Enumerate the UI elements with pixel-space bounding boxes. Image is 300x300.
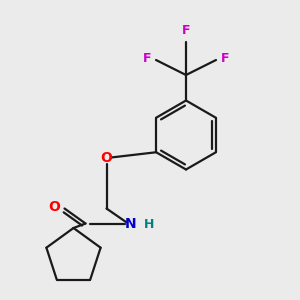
Text: F: F (143, 52, 152, 65)
Text: H: H (144, 218, 154, 232)
Text: F: F (220, 52, 229, 65)
Text: F: F (182, 25, 190, 38)
Text: O: O (100, 151, 112, 164)
Text: O: O (48, 200, 60, 214)
Text: N: N (125, 217, 136, 230)
